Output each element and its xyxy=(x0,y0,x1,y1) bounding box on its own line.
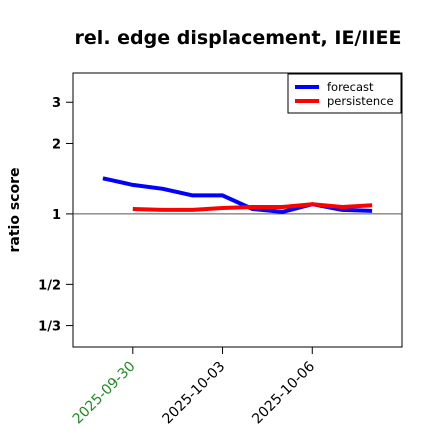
series-layer xyxy=(102,176,373,214)
series-line-persistence xyxy=(132,202,373,212)
y-tick-label-4: 1/3 xyxy=(38,320,61,335)
legend-label-persistence: persistence xyxy=(327,94,394,108)
y-axis-label: ratio score xyxy=(7,168,23,253)
y-tick-label-1: 2 xyxy=(52,137,61,152)
legend: forecast persistence xyxy=(287,73,402,114)
plot-area-frame xyxy=(72,72,403,348)
legend-box xyxy=(287,73,402,114)
x-axis-ticks: 2025-09-30 2025-10-03 2025-10-06 xyxy=(70,347,318,427)
x-tick-label-0: 2025-09-30 xyxy=(70,359,139,428)
y-tick-label-3: 1/2 xyxy=(38,278,61,293)
y-tick-label-0: 3 xyxy=(52,96,61,111)
legend-label-forecast: forecast xyxy=(327,80,374,94)
chart-title: rel. edge displacement, IE/IIEE xyxy=(75,27,402,49)
x-tick-label-2: 2025-10-06 xyxy=(249,358,318,427)
y-tick-label-2: 1 xyxy=(52,208,61,223)
x-tick-label-1: 2025-10-03 xyxy=(160,359,229,428)
y-axis-ticks: 3 2 1 1/2 1/3 xyxy=(38,96,73,335)
